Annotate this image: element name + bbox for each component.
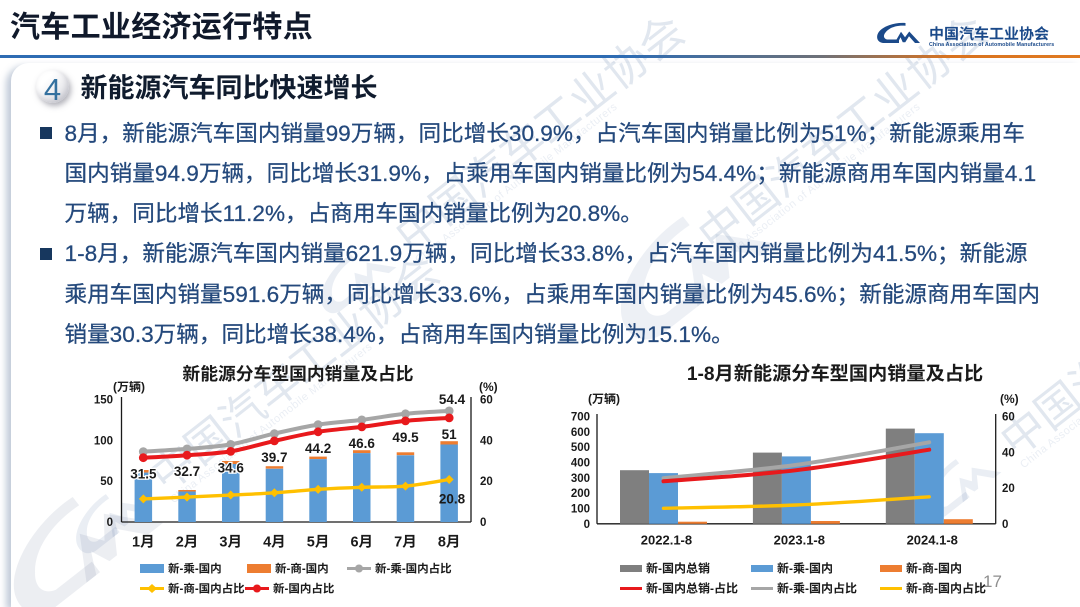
svg-text:50: 50	[100, 473, 113, 489]
svg-text:0: 0	[107, 514, 113, 530]
svg-text:新-乘-国内: 新-乘-国内	[777, 560, 833, 577]
svg-text:新-乘-国内: 新-乘-国内	[168, 561, 222, 577]
svg-text:1-8月新能源分车型国内销量及占比: 1-8月新能源分车型国内销量及占比	[687, 358, 983, 386]
svg-text:新-商-国内: 新-商-国内	[906, 560, 962, 577]
svg-text:2024.1-8: 2024.1-8	[907, 530, 958, 549]
svg-text:(%): (%)	[479, 378, 498, 395]
svg-text:49.5: 49.5	[392, 426, 419, 446]
svg-text:(万辆): (万辆)	[113, 378, 145, 395]
svg-text:2023.1-8: 2023.1-8	[774, 530, 825, 549]
svg-text:20: 20	[480, 473, 493, 489]
svg-text:7月: 7月	[394, 531, 417, 552]
svg-text:新-国内总销: 新-国内总销	[646, 560, 710, 577]
svg-text:4月: 4月	[263, 531, 286, 552]
svg-text:新-国内占比: 新-国内占比	[273, 581, 335, 597]
svg-text:6月: 6月	[350, 531, 373, 552]
svg-text:新-商-国内占比: 新-商-国内占比	[906, 580, 986, 597]
svg-text:20.8: 20.8	[439, 488, 466, 508]
svg-text:54.4: 54.4	[439, 388, 466, 408]
svg-text:150: 150	[94, 392, 113, 408]
svg-text:600: 600	[571, 424, 590, 440]
svg-text:300: 300	[571, 470, 590, 486]
svg-text:39.7: 39.7	[261, 446, 287, 466]
svg-text:32.7: 32.7	[174, 460, 200, 480]
svg-text:34.6: 34.6	[218, 456, 245, 476]
svg-text:3月: 3月	[219, 531, 242, 552]
svg-text:100: 100	[571, 501, 590, 517]
svg-text:500: 500	[571, 439, 590, 455]
svg-text:新-乘-国内占比: 新-乘-国内占比	[777, 580, 857, 597]
svg-text:新-国内总销-占比: 新-国内总销-占比	[646, 580, 738, 597]
svg-text:200: 200	[571, 485, 590, 501]
svg-text:(%): (%)	[1000, 390, 1019, 407]
svg-text:400: 400	[571, 455, 590, 471]
svg-text:2月: 2月	[176, 531, 199, 552]
svg-text:新-商-国内占比: 新-商-国内占比	[168, 581, 245, 597]
svg-text:新能源分车型国内销量及占比: 新能源分车型国内销量及占比	[182, 360, 413, 386]
svg-text:2022.1-8: 2022.1-8	[641, 530, 692, 549]
svg-text:46.6: 46.6	[349, 432, 376, 452]
svg-text:0: 0	[1002, 516, 1008, 532]
svg-text:(万辆): (万辆)	[588, 390, 620, 407]
svg-text:0: 0	[584, 516, 590, 532]
svg-text:20: 20	[1002, 480, 1015, 496]
svg-text:1月: 1月	[132, 531, 155, 552]
svg-text:60: 60	[480, 392, 493, 408]
svg-text:0: 0	[480, 514, 486, 530]
svg-text:40: 40	[1002, 444, 1015, 460]
svg-text:51: 51	[442, 423, 458, 443]
svg-text:44.2: 44.2	[305, 437, 331, 457]
svg-text:40: 40	[480, 432, 493, 448]
svg-text:新-乘-国内占比: 新-乘-国内占比	[375, 561, 452, 577]
svg-text:5月: 5月	[307, 531, 330, 552]
svg-text:新-商-国内: 新-商-国内	[275, 561, 329, 577]
svg-text:100: 100	[94, 432, 113, 448]
svg-text:700: 700	[571, 409, 590, 425]
svg-text:8月: 8月	[438, 531, 461, 552]
svg-text:60: 60	[1002, 409, 1015, 425]
svg-text:31.5: 31.5	[130, 463, 157, 483]
